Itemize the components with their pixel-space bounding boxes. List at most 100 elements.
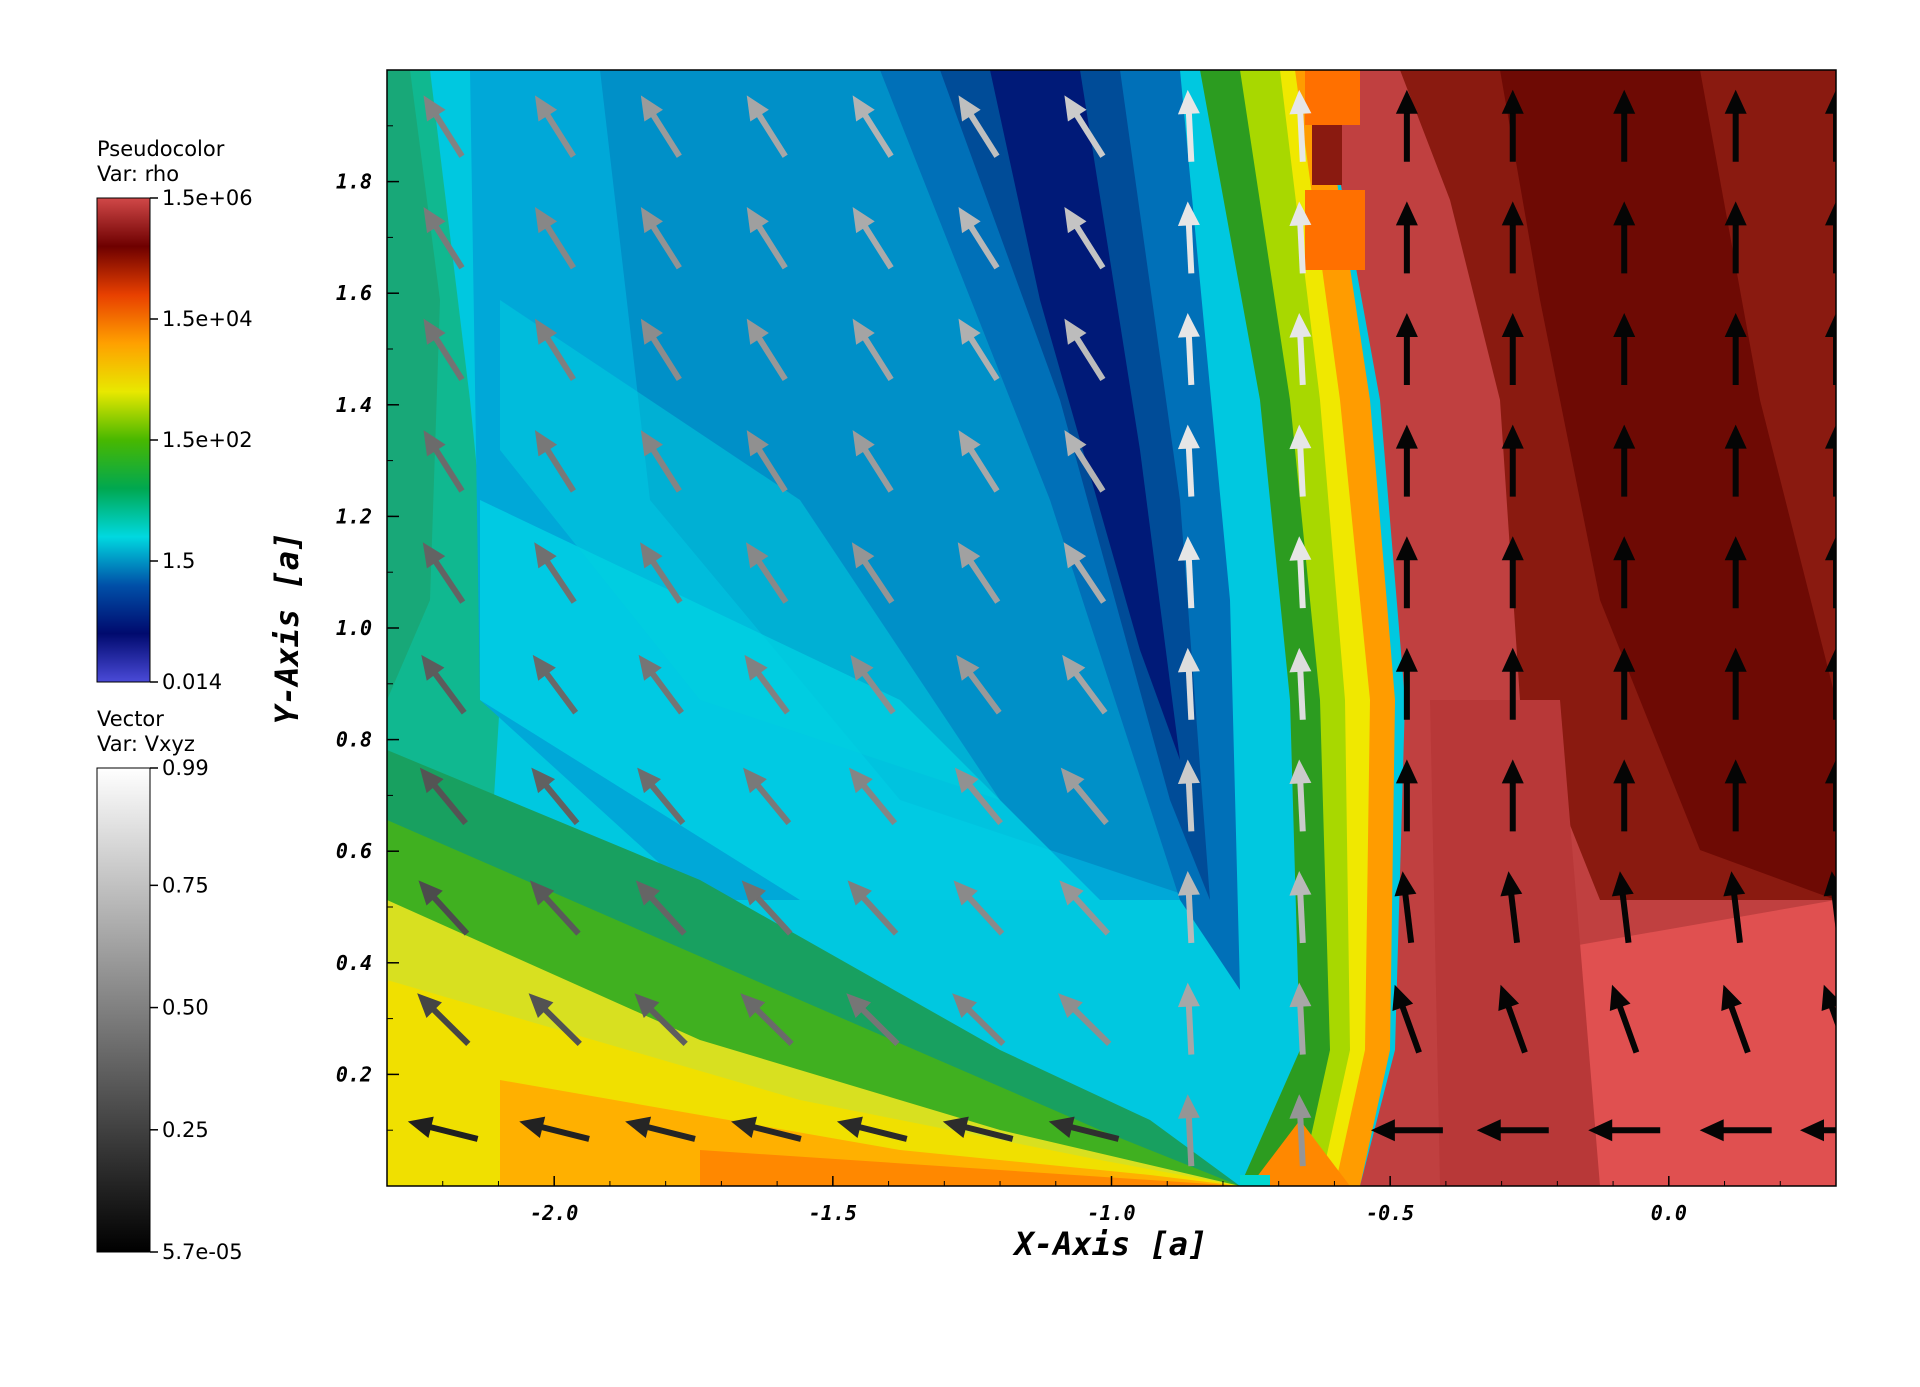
vector-legend-tick-label: 0.50 — [162, 996, 209, 1020]
velocity-arrow — [1613, 201, 1636, 274]
x-tick-label: -1.5 — [809, 1201, 857, 1225]
velocity-arrow — [1724, 201, 1747, 274]
velocity-arrow — [850, 654, 896, 715]
velocity-arrow — [519, 1116, 590, 1142]
velocity-arrow — [634, 993, 688, 1047]
velocity-arrow — [640, 430, 682, 493]
velocity-arrow — [952, 993, 1006, 1047]
velocity-arrow — [534, 430, 576, 493]
velocity-arrow — [846, 993, 900, 1047]
velocity-arrow — [534, 95, 576, 158]
velocity-arrow — [731, 1116, 802, 1142]
velocity-arrow — [1062, 654, 1108, 715]
y-tick-label: 0.4 — [336, 951, 372, 975]
velocity-arrow — [1289, 1094, 1312, 1167]
rho-legend-variable: Var: rho — [97, 162, 179, 186]
x-tick-label: 0.0 — [1651, 1201, 1687, 1225]
vector-legend-tick-label: 0.75 — [162, 873, 209, 897]
velocity-arrow — [746, 206, 788, 270]
velocity-arrow — [640, 542, 683, 604]
vector-colorbar — [96, 767, 151, 1253]
velocity-arrow — [851, 542, 895, 604]
velocity-arrow — [847, 880, 899, 936]
velocity-arrow — [745, 542, 789, 604]
x-axis-ticks: -2.0 -1.5 -1.0 -0.5 0.0 — [386, 1176, 1837, 1225]
velocity-arrow — [1501, 201, 1524, 274]
velocity-arrow — [640, 206, 682, 270]
velocity-arrow — [1500, 871, 1523, 944]
velocity-arrow — [534, 542, 577, 604]
velocity-arrow — [852, 318, 894, 382]
velocity-arrow — [1289, 982, 1312, 1055]
y-tick-label: 1.4 — [336, 393, 372, 417]
y-tick-label: 0.2 — [336, 1062, 372, 1086]
velocity-arrow — [852, 95, 894, 158]
velocity-arrow — [1613, 89, 1636, 162]
velocity-arrow — [640, 95, 682, 158]
velocity-arrow — [1177, 313, 1200, 386]
velocity-arrow — [1588, 1119, 1661, 1142]
velocity-arrow — [1289, 201, 1312, 274]
velocity-arrow — [1501, 89, 1524, 162]
velocity-arrow — [746, 318, 788, 382]
velocity-arrow — [1177, 647, 1200, 720]
velocity-arrow — [1476, 1119, 1549, 1142]
velocity-arrow — [1501, 759, 1524, 832]
vector-legend-variable: Var: Vxyz — [97, 732, 195, 756]
velocity-arrow — [852, 430, 894, 493]
velocity-arrow — [1501, 313, 1524, 385]
velocity-arrow — [1063, 542, 1107, 604]
velocity-arrow — [1800, 1119, 1836, 1142]
rho-legend-tick-label: 0.014 — [162, 670, 222, 694]
velocity-arrow — [956, 654, 1002, 715]
velocity-arrow — [1501, 536, 1524, 609]
vector-legend-tick-label: 0.25 — [162, 1118, 209, 1142]
velocity-arrow — [1395, 759, 1418, 832]
y-tick-label: 1.0 — [336, 616, 372, 640]
velocity-arrow — [1724, 759, 1747, 832]
velocity-arrow — [423, 430, 465, 493]
velocity-arrow — [531, 767, 580, 826]
velocity-arrow — [1825, 536, 1836, 609]
velocity-arrow — [422, 542, 466, 604]
velocity-arrow — [1723, 871, 1746, 944]
velocity-arrow — [1394, 871, 1417, 944]
velocity-arrow — [1825, 647, 1836, 720]
velocity-arrow — [746, 430, 788, 493]
velocity-arrow — [848, 767, 898, 826]
velocity-arrow — [1064, 318, 1106, 382]
velocity-arrow — [1825, 313, 1836, 385]
velocity-arrow — [1059, 880, 1111, 936]
velocity-arrow — [1289, 871, 1312, 944]
velocity-arrow — [1501, 647, 1524, 720]
velocity-arrow — [1395, 424, 1418, 497]
velocity-arrow — [1613, 536, 1636, 609]
velocity-arrow — [423, 318, 465, 382]
velocity-arrow — [528, 993, 582, 1047]
x-axis-label: X-Axis [a] — [1012, 1225, 1208, 1263]
velocity-arrow — [407, 1116, 479, 1142]
velocity-arrow — [1289, 424, 1312, 497]
velocity-arrow — [1177, 201, 1200, 274]
velocity-arrow — [1177, 89, 1200, 162]
velocity-arrow — [1498, 984, 1528, 1054]
rho-legend-tick-label: 1.5e+04 — [162, 307, 253, 331]
x-tick-label: -2.0 — [530, 1201, 578, 1225]
velocity-arrow — [1392, 984, 1422, 1054]
velocity-arrow — [1064, 430, 1106, 493]
velocity-arrow — [852, 206, 894, 270]
velocity-arrow — [1825, 89, 1836, 162]
velocity-arrow — [1825, 201, 1836, 274]
velocity-arrow — [836, 1116, 908, 1142]
vector-legend-ticks: 0.99 0.75 0.50 0.25 5.7e-05 — [150, 756, 243, 1264]
vector-legend-tick-label: 5.7e-05 — [162, 1240, 243, 1264]
velocity-arrow — [942, 1116, 1014, 1142]
x-tick-label: -1.0 — [1087, 1201, 1135, 1225]
velocity-arrow — [1724, 424, 1747, 497]
y-tick-label: 0.6 — [336, 839, 372, 863]
velocity-arrow — [529, 880, 581, 936]
velocity-arrow — [419, 767, 468, 826]
velocity-arrow — [1613, 424, 1636, 497]
y-tick-label: 1.8 — [336, 170, 372, 194]
velocity-arrow — [1724, 647, 1747, 720]
